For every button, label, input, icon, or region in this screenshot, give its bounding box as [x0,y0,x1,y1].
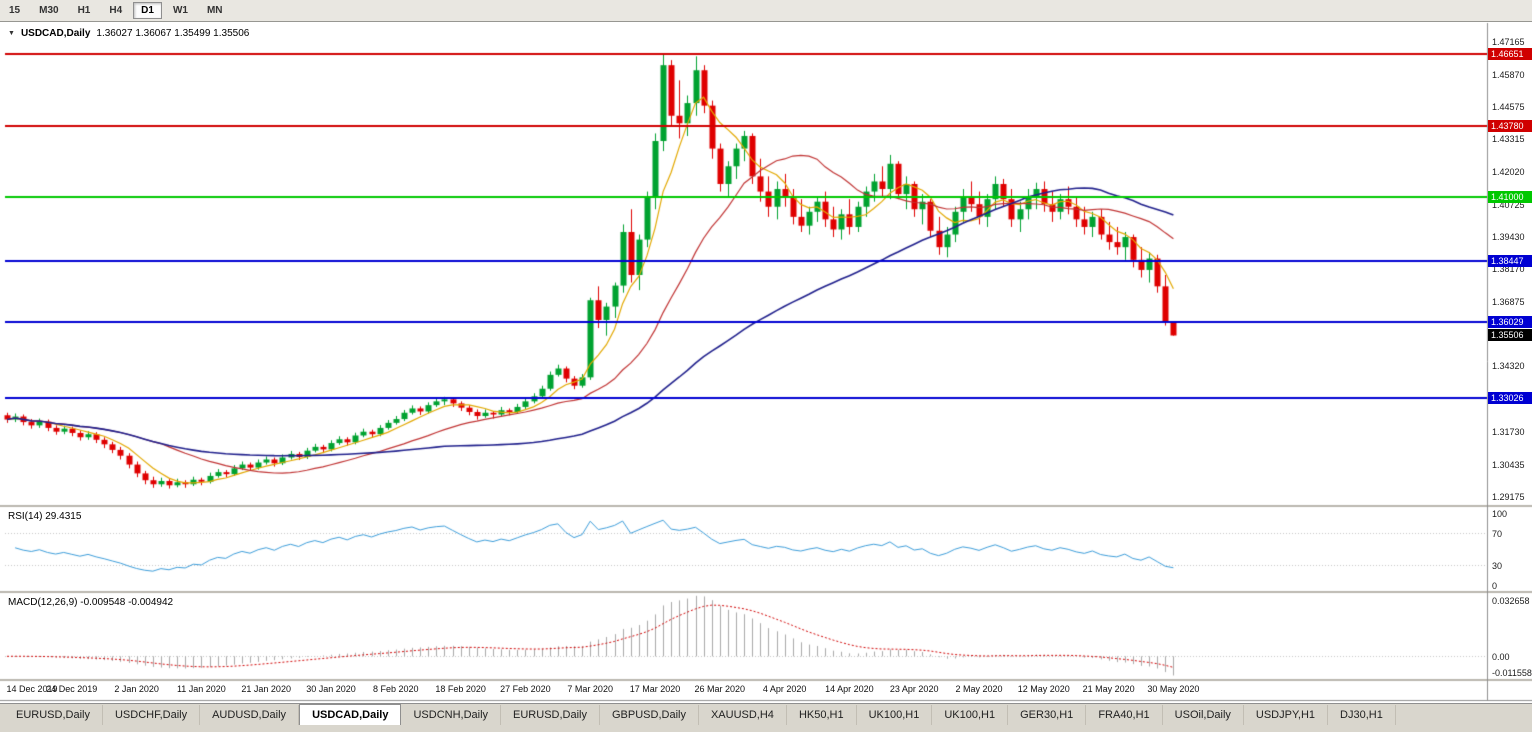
date-axis-label: 26 Mar 2020 [694,684,746,694]
chart-tab-eurusd-daily[interactable]: EURUSD,Daily [501,705,600,725]
date-axis-label: 11 Jan 2020 [176,684,226,694]
timeframe-toolbar: 15 M30 H1 H4 D1 W1 MN [0,0,1532,22]
hline-price-badge: 1.41000 [1488,190,1532,203]
hline-price-badge: 1.43780 [1488,120,1532,133]
chart-tab-gbpusd-daily[interactable]: GBPUSD,Daily [600,705,699,725]
date-axis-label: 2 Jan 2020 [114,684,159,694]
timeframe-button-d1[interactable]: D1 [133,2,162,19]
price-scale-tick: 1.34320 [1492,361,1525,372]
date-axis-label: 27 Feb 2020 [500,684,551,694]
timeframe-button-15[interactable]: 15 [9,5,21,16]
timeframe-button-h4[interactable]: H4 [109,5,123,16]
macd-scale-min: -0.011558 [1492,668,1532,678]
date-axis-label: 30 Jan 2020 [306,684,356,694]
rsi-scale-tick: 100 [1492,509,1508,519]
date-axis-label: 23 Apr 2020 [889,684,939,694]
price-scale-tick: 1.30435 [1492,459,1525,470]
date-axis-label: 14 Apr 2020 [825,684,874,694]
chart-tab-audusd-daily[interactable]: AUDUSD,Daily [200,705,300,725]
rsi-scale-tick: 30 [1492,561,1503,572]
chart-tab-bar: EURUSD,Daily USDCHF,Daily AUDUSD,Daily USDC… [0,703,1532,725]
price-scale-tick: 1.40725 [1492,199,1525,210]
rsi-scale-tick: 0 [1492,581,1498,591]
date-axis-label: 21 Jan 2020 [241,684,291,694]
chart-tab-uk100-h1[interactable]: UK100,H1 [857,705,933,725]
timeframe-button-m30[interactable]: M30 [39,5,59,16]
price-scale-tick: 1.47165 [1492,36,1525,47]
chart-tab-usoil-daily[interactable]: USOil,Daily [1163,705,1244,725]
date-axis-label: 4 Apr 2020 [762,684,807,694]
price-scale-tick: 1.31730 [1492,426,1525,437]
date-axis-label: 18 Feb 2020 [435,684,486,694]
chart-tab-usdcnh-daily[interactable]: USDCNH,Daily [401,705,502,725]
chart-tab-xauusd-h4[interactable]: XAUUSD,H4 [699,705,787,725]
hline-price-badge: 1.46651 [1488,47,1532,60]
date-axis-label: 8 Feb 2020 [373,684,419,694]
price-chart-canvas[interactable] [0,0,1532,703]
price-scale-tick: 1.36875 [1492,296,1525,307]
date-axis-label: 17 Mar 2020 [629,684,681,694]
date-axis-label: 30 May 2020 [1147,684,1200,694]
window-bottom-edge [0,725,1532,732]
hline-price-badge: 1.38447 [1488,255,1532,268]
chart-tab-usdcad-daily[interactable]: USDCAD,Daily [299,704,402,725]
chart-tab-hk50-h1[interactable]: HK50,H1 [787,705,857,725]
chart-tab-eurusd-daily[interactable]: EURUSD,Daily [4,705,103,725]
current-price-badge: 1.35506 [1488,329,1532,342]
date-axis-label: 12 May 2020 [1017,684,1070,694]
chart-collapse-icon[interactable]: ▼ [8,30,15,37]
rsi-scale-tick: 70 [1492,528,1503,539]
price-scale-tick: 1.44575 [1492,102,1525,113]
hline-price-badge: 1.36029 [1488,316,1532,329]
chart-tab-uk100-h1[interactable]: UK100,H1 [932,705,1009,725]
macd-scale-max: 0.032658 [1492,596,1530,606]
date-axis-label: 24 Dec 2019 [46,684,98,694]
timeframe-button-mn[interactable]: MN [206,5,223,16]
date-axis-label: 14 Dec 2019 [6,684,58,694]
date-axis-label: 2 May 2020 [955,684,1003,694]
price-scale-tick: 1.39430 [1492,232,1525,243]
price-scale-tick: 1.38170 [1492,264,1525,275]
timeframe-button-w1[interactable]: W1 [172,5,188,16]
chart-tab-usdjpy-h1[interactable]: USDJPY,H1 [1244,705,1329,725]
hline-price-badge: 1.33026 [1488,392,1532,405]
date-axis-label: 21 May 2020 [1082,684,1135,694]
date-axis-label: 7 Mar 2020 [567,684,613,694]
chart-tab-usdchf-daily[interactable]: USDCHF,Daily [103,705,201,725]
price-scale-tick: 1.45870 [1492,69,1525,80]
price-scale-tick: 1.43315 [1492,134,1525,145]
chart-tab-ger30-h1[interactable]: GER30,H1 [1008,705,1087,725]
macd-scale-zero: 0.00 [1492,652,1510,663]
timeframe-button-h1[interactable]: H1 [77,5,91,16]
chart-tab-fra40-h1[interactable]: FRA40,H1 [1086,705,1163,725]
price-scale-tick: 1.42020 [1492,166,1525,177]
price-scale-tick: 1.29175 [1492,491,1525,502]
chart-tab-dj30-h1[interactable]: DJ30,H1 [1328,705,1396,725]
